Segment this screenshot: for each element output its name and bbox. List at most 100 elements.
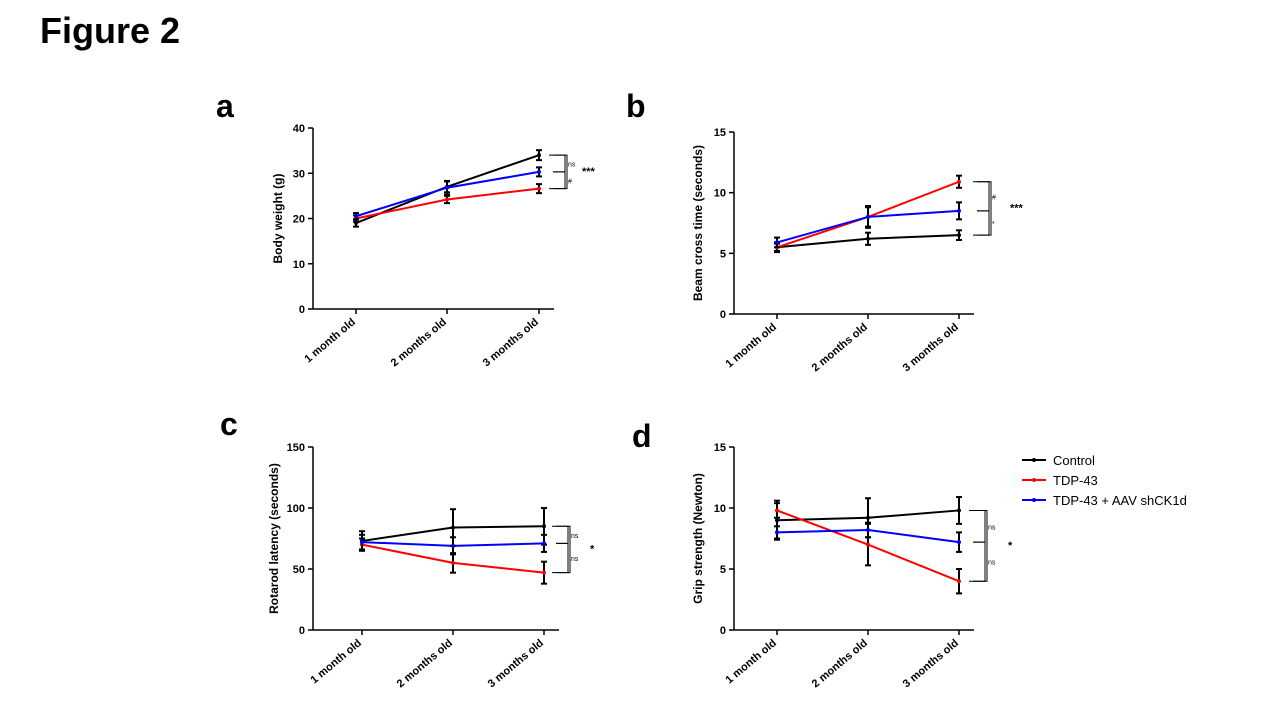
x-tick-label: 3 months old <box>486 637 546 690</box>
data-point <box>451 525 455 530</box>
significance-bracket <box>977 181 990 212</box>
chart-panel-a: 0 10 20 30 40 Body weight (g) 1 month old 2 mon… <box>271 123 596 369</box>
data-point <box>866 527 870 532</box>
y-tick-label: 10 <box>714 188 726 200</box>
y-tick-label: 0 <box>299 304 305 316</box>
y-tick-label: 40 <box>293 123 305 135</box>
legend-label: TDP-43 <box>1053 473 1098 488</box>
data-point <box>866 542 870 547</box>
legend-marker <box>1032 498 1036 502</box>
data-point <box>957 508 961 513</box>
data-point <box>445 185 449 190</box>
y-tick-label: 5 <box>720 248 726 260</box>
significance-label: # <box>992 194 996 201</box>
y-tick-label: 150 <box>287 442 305 454</box>
chart-panel-b: 0 5 10 15 Beam cross time (seconds) 1 month o… <box>691 127 1024 374</box>
data-point <box>542 524 546 529</box>
y-tick-label: 50 <box>293 564 305 576</box>
x-tick-label: 2 months old <box>389 316 449 369</box>
significance-label: ns <box>571 533 579 540</box>
x-tick-label: 1 month old <box>302 316 357 365</box>
data-point <box>957 179 961 184</box>
significance-bracket <box>977 210 990 236</box>
figure-title: Figure 2 <box>40 10 181 51</box>
data-point <box>866 236 870 241</box>
significance-bracket <box>973 181 992 236</box>
chart-panel-d: 0 5 10 15 Grip strength (Newton) 1 month old 2… <box>691 442 1013 690</box>
data-point <box>542 541 546 546</box>
data-point <box>451 543 455 548</box>
data-point <box>537 186 541 191</box>
significance-bracket <box>556 542 569 574</box>
data-point <box>775 530 779 535</box>
data-point <box>866 214 870 219</box>
data-point <box>775 240 779 245</box>
legend-label: TDP-43 + AAV shCK1d <box>1053 493 1187 508</box>
data-point <box>957 233 961 238</box>
significance-label: * <box>1008 540 1013 552</box>
data-point <box>775 518 779 523</box>
significance-label: ns <box>988 524 996 531</box>
panel-letter-c: c <box>220 406 238 442</box>
chart-panel-c: 0 50 100 150 Rotarod latency (seconds) 1 mont… <box>267 442 595 690</box>
data-point <box>537 153 541 158</box>
y-tick-label: 15 <box>714 127 726 139</box>
x-tick-label: 1 month old <box>723 321 778 370</box>
y-tick-label: 0 <box>720 625 726 637</box>
significance-label: * <box>590 543 595 555</box>
y-tick-label: 0 <box>720 309 726 321</box>
x-tick-label: 1 month old <box>723 637 778 686</box>
significance-label: *** <box>582 166 596 178</box>
x-tick-label: 2 months old <box>810 637 870 690</box>
data-point <box>451 560 455 565</box>
y-tick-label: 0 <box>299 625 305 637</box>
y-tick-label: 30 <box>293 168 305 180</box>
legend-marker <box>1032 478 1036 482</box>
y-tick-label: 15 <box>714 442 726 454</box>
significance-bracket <box>969 509 988 582</box>
significance-bracket <box>552 525 571 574</box>
data-point <box>445 197 449 202</box>
panel-letter-b: b <box>626 88 646 124</box>
significance-bracket <box>973 509 986 543</box>
panel-letter-d: d <box>632 418 652 454</box>
data-point <box>957 208 961 213</box>
y-tick-label: 20 <box>293 214 305 226</box>
data-point <box>354 214 358 219</box>
y-tick-label: 10 <box>293 259 305 271</box>
y-axis-label: Body weight (g) <box>271 174 285 264</box>
legend-label: Control <box>1053 453 1095 468</box>
data-point <box>775 508 779 513</box>
data-point <box>360 540 364 545</box>
y-axis-label: Grip strength (Newton) <box>691 473 705 604</box>
panel-letter-a: a <box>216 88 234 124</box>
x-tick-label: 3 months old <box>901 321 961 374</box>
significance-bracket <box>556 525 569 544</box>
y-tick-label: 5 <box>720 564 726 576</box>
data-point <box>542 570 546 575</box>
data-point <box>957 540 961 545</box>
y-axis-label: Beam cross time (seconds) <box>691 145 705 301</box>
x-tick-label: 2 months old <box>395 637 455 690</box>
significance-label: * <box>992 221 995 228</box>
x-tick-label: 2 months old <box>810 321 870 374</box>
significance-bracket <box>553 154 566 173</box>
significance-label: ns <box>988 560 996 567</box>
significance-label: # <box>568 178 572 185</box>
data-point <box>537 169 541 174</box>
x-tick-label: 3 months old <box>481 316 541 369</box>
significance-label: ns <box>571 556 579 563</box>
significance-label: ns <box>568 162 576 169</box>
x-tick-label: 1 month old <box>308 637 363 686</box>
significance-label: *** <box>1010 202 1024 214</box>
significance-bracket <box>549 154 568 190</box>
legend-marker <box>1032 458 1036 462</box>
x-tick-label: 3 months old <box>901 637 961 690</box>
significance-bracket <box>553 171 566 190</box>
data-point <box>866 515 870 520</box>
significance-bracket <box>973 541 986 582</box>
legend: Control TDP-43 TDP-43 + AAV shCK1d <box>1022 453 1187 508</box>
y-tick-label: 100 <box>287 503 305 515</box>
y-axis-label: Rotarod latency (seconds) <box>267 463 281 614</box>
